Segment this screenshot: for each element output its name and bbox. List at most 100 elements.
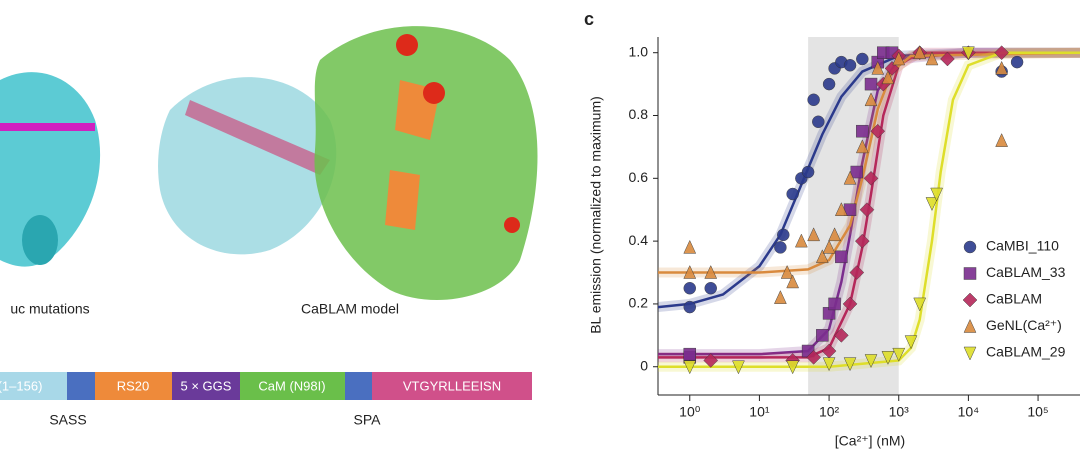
point [807, 93, 820, 107]
legend-label: CaMBI_110 [986, 238, 1059, 254]
point [812, 115, 825, 129]
point [892, 51, 906, 66]
fit-line [658, 51, 1080, 368]
point [925, 51, 939, 66]
fit-line [658, 51, 1080, 359]
point [683, 300, 697, 314]
x-tick-label: 10⁰ [679, 404, 701, 420]
point [834, 202, 848, 216]
x-tick-label: 10⁴ [958, 404, 980, 420]
point [828, 227, 841, 242]
point [881, 351, 895, 365]
point [815, 249, 829, 264]
point [994, 45, 1009, 61]
point [940, 51, 955, 67]
y-tick-label: 0.8 [629, 106, 649, 122]
domain-label: RS20 [117, 378, 150, 393]
point [683, 281, 697, 295]
point [864, 354, 878, 369]
point [683, 347, 697, 361]
domain-label: VTGYRLLEEISN [403, 378, 501, 393]
point [774, 241, 787, 254]
plot-area [658, 45, 1080, 375]
point [807, 227, 821, 242]
point [786, 274, 800, 289]
y-axis-label: BL emission (normalized to maximum) [588, 96, 604, 334]
x-tick-label: 10⁵ [1027, 404, 1048, 420]
y-tick-label: 1.0 [629, 43, 649, 59]
point [786, 187, 799, 201]
point [864, 92, 878, 107]
point [859, 202, 875, 218]
point [704, 281, 717, 295]
legend-marker [962, 292, 978, 308]
point [786, 360, 800, 375]
y-tick-label: 0 [640, 357, 648, 373]
point [930, 187, 944, 202]
point [703, 353, 719, 368]
point [843, 357, 857, 372]
point [892, 347, 906, 362]
point [777, 228, 790, 242]
x-tick-label: 10² [819, 404, 840, 420]
point [843, 170, 857, 185]
x-tick-label: 10³ [889, 404, 910, 420]
point [835, 250, 848, 264]
structure-label: CaBLAM model [301, 301, 399, 317]
legend-marker [963, 318, 977, 333]
y-tick-label: 0.4 [629, 232, 649, 248]
x-tick-label: 10¹ [749, 404, 770, 420]
region-label: SASS [49, 412, 86, 428]
point [864, 77, 878, 91]
point [881, 70, 895, 85]
point [822, 357, 836, 372]
point [833, 327, 849, 343]
point [683, 360, 697, 375]
domain-bar: (1–156) RS20 5 × GGS CaM (N98I) VTGYRLLE… [0, 372, 532, 428]
point [843, 59, 857, 72]
point [849, 265, 865, 280]
panel-label: c [584, 9, 594, 29]
point [854, 233, 870, 249]
point [1010, 55, 1024, 69]
region-label: SPA [354, 412, 382, 428]
point [962, 46, 975, 61]
structure-label: uc mutations [10, 301, 89, 317]
y-tick-label: 0.2 [629, 295, 649, 311]
x-axis-label: [Ca²⁺] (nM) [835, 433, 905, 449]
point [816, 329, 829, 342]
point [801, 165, 815, 179]
point [856, 52, 869, 66]
point [871, 60, 885, 75]
domain-label: CaM (N98I) [258, 378, 325, 393]
point [806, 349, 821, 365]
legend-label: GeNL(Ca²⁺) [986, 317, 1062, 333]
point [794, 233, 808, 248]
legend-label: CaBLAM_29 [986, 344, 1066, 360]
legend-label: CaBLAM [986, 291, 1042, 307]
point [855, 139, 869, 154]
legend-marker [963, 346, 977, 361]
domain-label: (1–156) [0, 378, 42, 393]
point [822, 239, 836, 254]
point [850, 165, 864, 179]
point [780, 264, 794, 279]
point [913, 297, 927, 312]
legend-marker [963, 267, 977, 280]
point [856, 124, 869, 138]
legend-marker [963, 240, 977, 254]
structure-right [158, 26, 538, 300]
legend-label: CaBLAM_33 [986, 264, 1066, 280]
point [904, 335, 918, 350]
structure-left [0, 72, 101, 267]
point [704, 264, 718, 279]
point [925, 197, 939, 212]
point [732, 360, 745, 375]
point [842, 296, 858, 312]
point [683, 264, 697, 279]
point [683, 239, 697, 254]
point [863, 170, 879, 186]
domain-label: 5 × GGS [181, 378, 232, 393]
point [913, 45, 927, 59]
